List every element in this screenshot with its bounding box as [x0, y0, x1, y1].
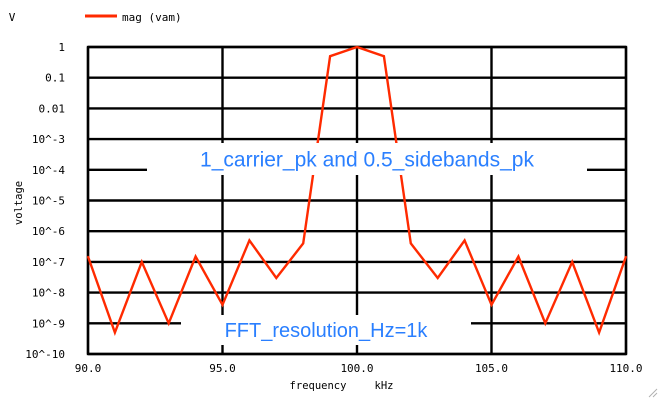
- series-point: [275, 277, 278, 279]
- series-point: [383, 55, 385, 58]
- annotation-label: FFT_resolution_Hz=1k: [225, 320, 429, 342]
- axes-layer: 1 0.1 0.01 10^-3 10^-4 10^-5 10^-6 10^-7 10^-8 10…: [9, 11, 658, 398]
- resize-grip-icon[interactable]: [648, 388, 658, 398]
- series-point: [356, 46, 358, 48]
- y-tick-label: 10^-6: [32, 225, 65, 238]
- series-point: [302, 242, 305, 245]
- series-point: [114, 331, 116, 334]
- series-layer: [86, 45, 628, 336]
- y-tick-label: 1: [58, 41, 65, 54]
- series-point: [141, 261, 143, 263]
- series-point: [194, 255, 197, 258]
- y-tick-label: 10^-9: [32, 317, 65, 330]
- y-tick-label: 10^-10: [25, 348, 65, 361]
- legend-label: mag (vam): [122, 11, 182, 24]
- x-tick-label: 100.0: [340, 362, 373, 375]
- series-point: [490, 304, 493, 306]
- y-tick-label: 0.01: [39, 102, 66, 115]
- series-point: [463, 239, 466, 242]
- legend: mag (vam): [85, 11, 182, 24]
- y-tick-label: 10^-7: [32, 256, 65, 269]
- y-tick-label: 10^-4: [32, 164, 65, 177]
- series-point: [329, 55, 331, 58]
- annotations-layer: 1_carrier_pk and 0.5_sidebands_pk FFT_res…: [147, 143, 587, 345]
- chart-grid: [86, 45, 628, 356]
- series-point: [248, 239, 251, 242]
- series-point: [87, 255, 89, 258]
- y-tick-label: 10^-8: [32, 287, 65, 300]
- x-tick-label: 95.0: [209, 362, 236, 375]
- y-tick-label: 10^-3: [32, 133, 65, 146]
- x-axis-unit: kHz: [375, 380, 394, 392]
- resize-grip-line: [652, 392, 658, 398]
- y-tick-label: 0.1: [45, 72, 65, 85]
- series-point: [625, 255, 627, 258]
- y-tick-label: 10^-5: [32, 195, 65, 208]
- series-point: [221, 304, 224, 306]
- annotation-background: [147, 143, 587, 175]
- x-tick-label: 90.0: [75, 362, 102, 375]
- x-tick-label: 110.0: [609, 362, 642, 375]
- y-axis-label: voltage: [13, 181, 25, 225]
- y-unit-label: V: [9, 11, 16, 24]
- series-point: [436, 277, 439, 279]
- x-tick-label: 105.0: [475, 362, 508, 375]
- series-point: [167, 322, 170, 325]
- annotation-background: [181, 315, 471, 345]
- resize-grip-line: [648, 388, 658, 398]
- series-point: [410, 242, 412, 245]
- series-point: [517, 255, 520, 258]
- x-axis-label: frequency: [290, 380, 347, 392]
- series-point: [598, 331, 600, 334]
- series-point: [544, 322, 547, 325]
- series-point: [571, 261, 573, 263]
- annotation-label: 1_carrier_pk and 0.5_sidebands_pk: [200, 149, 534, 172]
